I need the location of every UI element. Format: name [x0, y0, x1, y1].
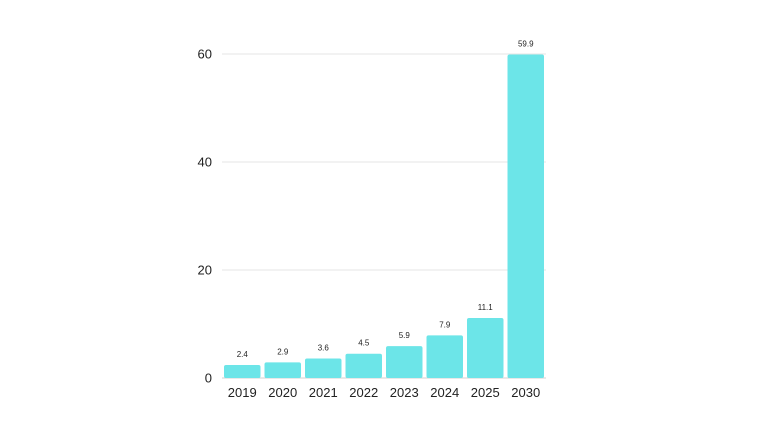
bar-2019: [224, 365, 261, 378]
y-tick-label: 40: [198, 155, 212, 170]
x-tick-label-2024: 2024: [430, 385, 459, 400]
bar-2025: [467, 318, 504, 378]
x-tick-label-2030: 2030: [511, 385, 540, 400]
y-tick-label: 20: [198, 263, 212, 278]
x-tick-label-2025: 2025: [471, 385, 500, 400]
bar-2023: [386, 346, 423, 378]
bar-2030: [507, 54, 544, 378]
x-tick-label-2019: 2019: [228, 385, 257, 400]
data-label-2024: 7.9: [439, 320, 451, 329]
x-tick-label-2023: 2023: [390, 385, 419, 400]
bar-2022: [345, 353, 382, 378]
data-label-2019: 2.4: [237, 350, 249, 359]
y-axis-ticks: 0 20 40 60: [198, 47, 212, 386]
y-tick-label: 60: [198, 47, 212, 62]
bar-2024: [426, 335, 463, 378]
x-tick-label-2020: 2020: [268, 385, 297, 400]
bars: [224, 54, 544, 378]
data-label-2023: 5.9: [399, 331, 411, 340]
y-tick-label: 0: [205, 371, 212, 386]
data-label-2030: 59.9: [518, 40, 534, 49]
x-tick-label-2022: 2022: [349, 385, 378, 400]
data-label-2022: 4.5: [358, 339, 370, 348]
x-tick-label-2021: 2021: [309, 385, 338, 400]
x-axis-ticks: 2019 2020 2021 2022 2023 2024 2025 2030: [228, 385, 540, 400]
data-label-2021: 3.6: [318, 344, 330, 353]
bar-2021: [305, 358, 342, 378]
data-label-2025: 11.1: [478, 303, 494, 312]
data-labels: 2.4 2.9 3.6 4.5 5.9 7.9 11.1 59.9: [237, 40, 534, 360]
data-label-2020: 2.9: [277, 347, 289, 356]
bar-2020: [264, 362, 301, 378]
